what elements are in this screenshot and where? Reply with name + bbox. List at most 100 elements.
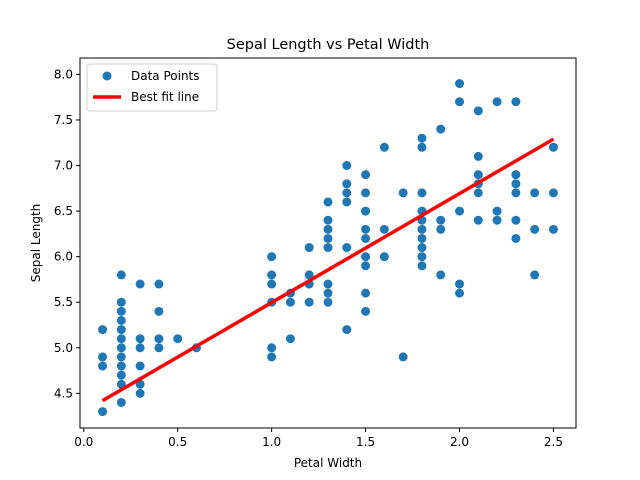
data-point — [116, 352, 126, 362]
plot-frame — [79, 57, 577, 429]
data-point — [323, 297, 333, 307]
data-point — [473, 151, 483, 161]
data-point — [135, 388, 145, 398]
best-fit-line — [101, 137, 555, 403]
data-point — [267, 270, 277, 280]
legend-box — [86, 63, 218, 112]
axis-ticks: 0.0 0.5 1.0 1.5 2.0 2.5 4.5 5.0 5.5 6.0 6.5 7.0 7.5 8… — [54, 67, 563, 449]
data-point — [511, 233, 521, 243]
data-point — [548, 188, 558, 198]
data-point — [135, 343, 145, 353]
data-point — [492, 215, 502, 225]
y-tick-label: 8.0 — [54, 67, 73, 81]
data-point — [417, 252, 427, 262]
data-point — [473, 170, 483, 180]
data-point — [530, 270, 540, 280]
data-point — [455, 97, 465, 107]
data-point — [417, 133, 427, 143]
data-point — [379, 224, 389, 234]
data-point — [267, 252, 277, 262]
data-point — [267, 343, 277, 353]
data-point — [267, 352, 277, 362]
data-point — [323, 224, 333, 234]
x-tick-label: 0.0 — [74, 435, 93, 449]
data-point — [116, 325, 126, 335]
legend-label-data-points: Data Points — [131, 69, 200, 83]
data-point — [342, 179, 352, 189]
data-point — [548, 142, 558, 152]
data-point — [379, 252, 389, 262]
data-point — [154, 334, 164, 344]
data-point — [511, 215, 521, 225]
data-point — [116, 343, 126, 353]
data-point — [116, 397, 126, 407]
data-point — [342, 197, 352, 207]
data-point — [379, 142, 389, 152]
data-point — [455, 206, 465, 216]
y-tick-label: 6.5 — [54, 204, 73, 218]
data-point — [304, 297, 314, 307]
data-point — [417, 224, 427, 234]
data-point — [154, 279, 164, 289]
data-point — [323, 197, 333, 207]
data-point — [361, 252, 371, 262]
data-point — [473, 188, 483, 198]
data-point — [436, 270, 446, 280]
y-axis-label: Sepal Length — [29, 204, 43, 283]
data-point — [436, 215, 446, 225]
data-point — [285, 334, 295, 344]
y-tick-label: 7.5 — [54, 113, 73, 127]
data-point — [398, 188, 408, 198]
data-point — [116, 370, 126, 380]
y-tick-label: 5.0 — [54, 341, 73, 355]
x-tick-label: 1.0 — [262, 435, 281, 449]
data-point — [135, 334, 145, 344]
data-point — [455, 279, 465, 289]
data-point — [361, 233, 371, 243]
data-point — [530, 224, 540, 234]
data-point — [116, 361, 126, 371]
data-point — [511, 188, 521, 198]
legend-label-best-fit-line: Best fit line — [131, 90, 199, 104]
chart-title: Sepal Length vs Petal Width — [227, 37, 430, 53]
x-tick-label: 2.0 — [450, 435, 469, 449]
data-point — [361, 188, 371, 198]
data-point — [398, 352, 408, 362]
data-point — [116, 334, 126, 344]
y-tick-label: 5.5 — [54, 295, 73, 309]
data-point — [473, 215, 483, 225]
data-point — [417, 243, 427, 253]
data-point — [530, 188, 540, 198]
data-point — [135, 279, 145, 289]
y-tick-label: 6.0 — [54, 250, 73, 264]
data-point — [323, 215, 333, 225]
data-point — [436, 224, 446, 234]
data-point — [342, 161, 352, 171]
x-tick-label: 1.5 — [356, 435, 375, 449]
legend: Data Points Best fit line — [86, 63, 218, 112]
y-tick-label: 7.0 — [54, 159, 73, 173]
data-point — [417, 233, 427, 243]
data-point — [455, 79, 465, 89]
data-point — [361, 170, 371, 180]
data-point — [473, 106, 483, 116]
data-point — [417, 142, 427, 152]
data-point — [342, 325, 352, 335]
data-point — [285, 297, 295, 307]
data-point — [492, 97, 502, 107]
data-point — [116, 270, 126, 280]
data-point — [267, 279, 277, 289]
data-point — [511, 97, 521, 107]
data-point — [116, 297, 126, 307]
data-point — [304, 243, 314, 253]
data-point — [548, 224, 558, 234]
data-point — [361, 261, 371, 271]
data-point — [154, 343, 164, 353]
data-point — [135, 361, 145, 371]
data-point — [361, 288, 371, 298]
data-point — [436, 124, 446, 134]
data-point — [116, 306, 126, 316]
data-point — [417, 261, 427, 271]
data-point — [511, 170, 521, 180]
